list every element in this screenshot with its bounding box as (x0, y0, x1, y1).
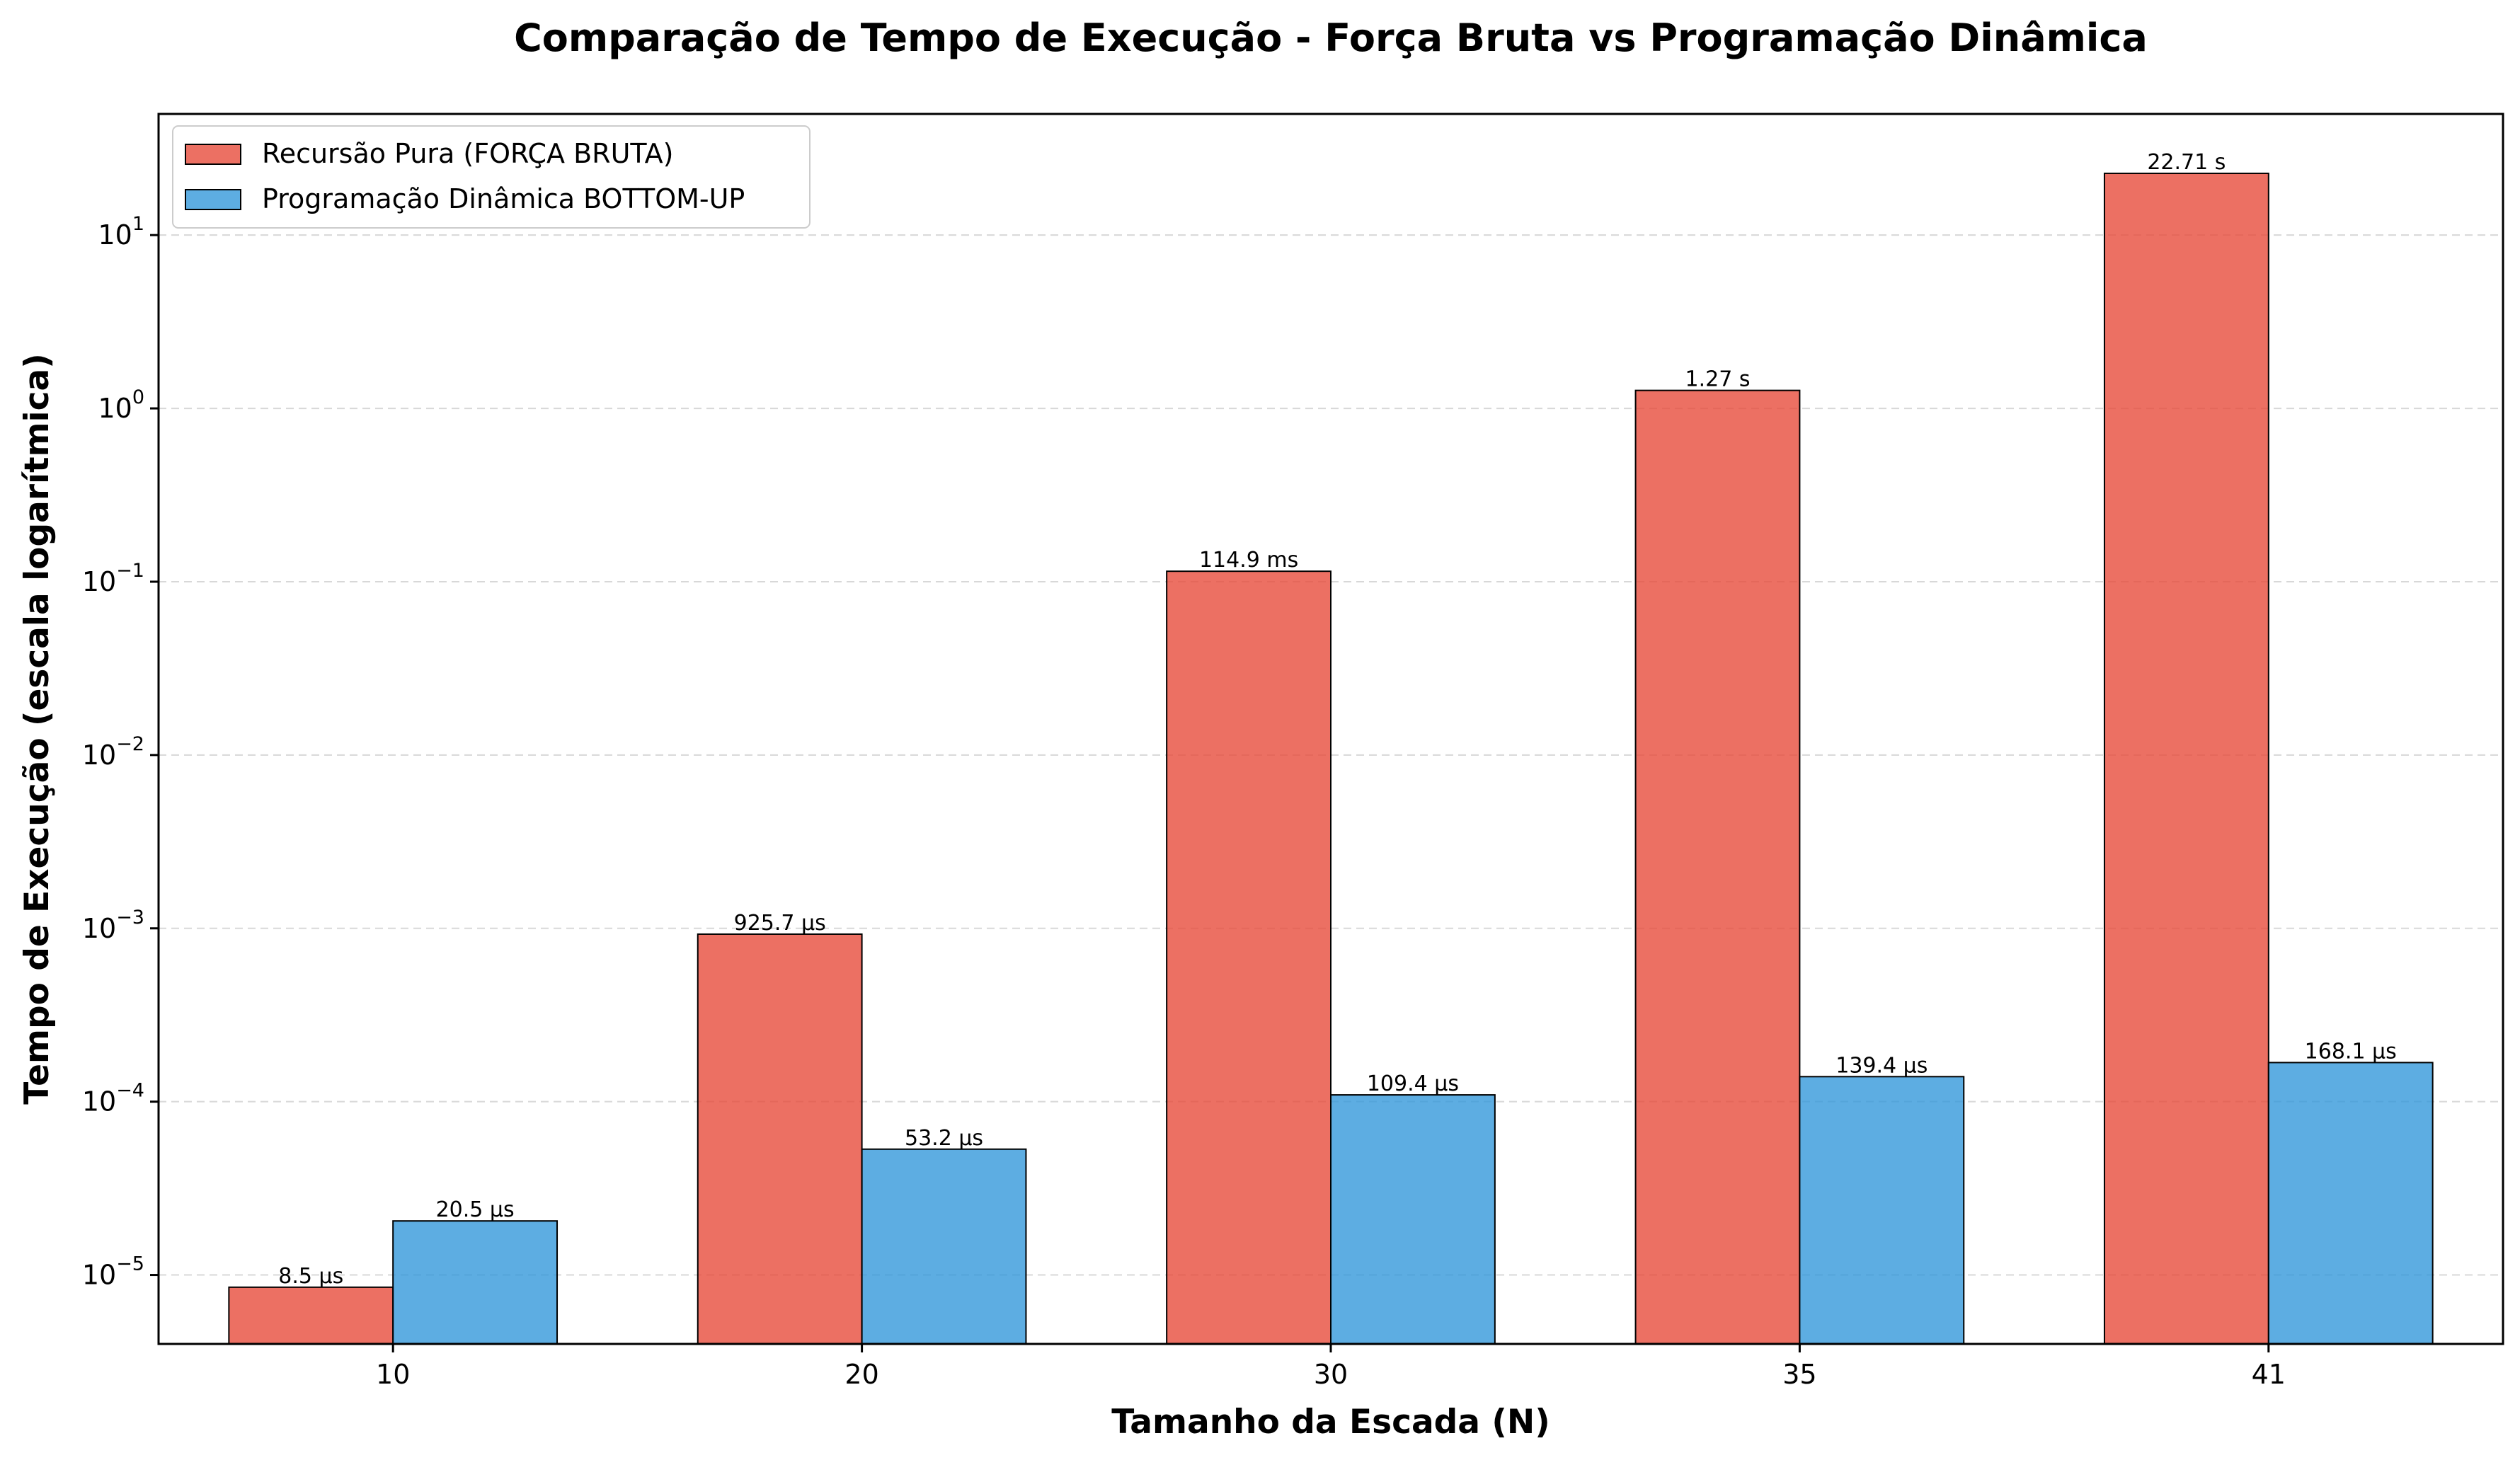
legend-entry: Programação Dinâmica BOTTOM-UP (262, 183, 745, 214)
bar (228, 1286, 394, 1345)
legend: Recursão Pura (FORÇA BRUTA) Programação D… (172, 125, 811, 229)
bars (228, 172, 2434, 1345)
x-tick-label: 30 (1314, 1359, 1348, 1390)
bar (2103, 172, 2269, 1345)
bar (697, 933, 863, 1345)
bar (1166, 570, 1332, 1345)
bar-value-label: 1.27 s (1685, 367, 1750, 392)
y-axis-label: Tempo de Execução (escala logarítmica) (18, 353, 57, 1104)
bar-value-label: 20.5 μs (436, 1197, 515, 1222)
y-tick-label: 10−1 (82, 560, 144, 597)
x-axis: 10 20 30 35 41 (376, 1344, 2286, 1390)
y-tick-label: 10−2 (82, 733, 144, 771)
bar-value-label: 22.71 s (2147, 150, 2226, 175)
chart-title: Comparação de Tempo de Execução - Força … (514, 16, 2148, 60)
x-tick-label: 35 (1782, 1359, 1816, 1390)
bar (1799, 1076, 1965, 1345)
bar (861, 1148, 1027, 1345)
y-axis: 10−5 10−4 10−3 10−2 10−1 100 101 (82, 213, 159, 1291)
legend-swatch (185, 144, 241, 165)
bar-value-label: 53.2 μs (905, 1126, 983, 1151)
x-tick-label: 20 (844, 1359, 878, 1390)
x-tick-label: 10 (376, 1359, 410, 1390)
bar (392, 1220, 559, 1345)
bar-value-label: 8.5 μs (278, 1264, 343, 1289)
y-tick-label: 101 (98, 213, 144, 251)
y-tick-label: 10−4 (82, 1080, 144, 1117)
legend-swatch (185, 189, 241, 210)
bar (1330, 1094, 1496, 1345)
legend-frame (172, 125, 811, 229)
x-axis-label: Tamanho da Escada (N) (1111, 1403, 1550, 1442)
y-tick-label: 100 (98, 386, 144, 424)
bar-labels: 8.5 μs 20.5 μs 925.7 μs 53.2 μs 114.9 ms 109.… (278, 150, 2396, 1289)
bar-value-label: 925.7 μs (734, 911, 826, 936)
bar (1634, 389, 1801, 1345)
x-tick-label: 41 (2252, 1359, 2286, 1390)
y-tick-label: 10−3 (82, 907, 144, 944)
bar-value-label: 109.4 μs (1367, 1071, 1459, 1096)
legend-entry: Recursão Pura (FORÇA BRUTA) (262, 138, 674, 169)
bar-value-label: 139.4 μs (1835, 1053, 1928, 1078)
bar-value-label: 168.1 μs (2305, 1039, 2397, 1064)
bar (2267, 1062, 2434, 1345)
y-tick-label: 10−5 (82, 1253, 144, 1291)
bar-value-label: 114.9 ms (1199, 548, 1298, 573)
